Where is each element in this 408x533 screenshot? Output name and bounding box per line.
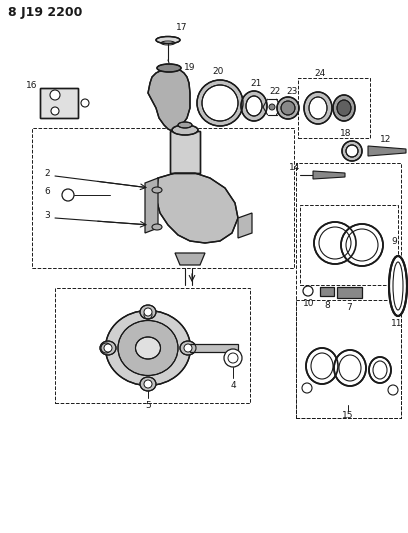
- Text: 6: 6: [44, 188, 50, 197]
- Bar: [55, 288, 250, 403]
- Ellipse shape: [389, 256, 407, 316]
- Text: 15: 15: [342, 410, 354, 419]
- Text: 2: 2: [44, 168, 50, 177]
- Ellipse shape: [197, 80, 243, 126]
- Text: 22: 22: [269, 86, 281, 95]
- Ellipse shape: [369, 357, 391, 383]
- Polygon shape: [368, 146, 406, 156]
- Ellipse shape: [304, 92, 332, 124]
- Ellipse shape: [277, 97, 299, 119]
- Ellipse shape: [156, 36, 180, 44]
- Circle shape: [224, 349, 242, 367]
- Text: 5: 5: [145, 400, 151, 409]
- Bar: [337, 287, 362, 298]
- Text: 16: 16: [26, 80, 38, 90]
- Polygon shape: [148, 69, 190, 131]
- Text: 11: 11: [391, 319, 403, 327]
- Ellipse shape: [346, 145, 358, 157]
- Bar: [298, 78, 370, 138]
- Ellipse shape: [306, 348, 338, 384]
- Ellipse shape: [341, 224, 383, 266]
- Ellipse shape: [202, 85, 238, 121]
- Circle shape: [62, 189, 74, 201]
- Ellipse shape: [269, 104, 275, 110]
- Ellipse shape: [101, 343, 111, 353]
- Ellipse shape: [157, 64, 181, 72]
- Ellipse shape: [118, 320, 178, 376]
- Ellipse shape: [152, 224, 162, 230]
- Circle shape: [144, 308, 152, 316]
- Circle shape: [51, 107, 59, 115]
- Text: 9: 9: [391, 237, 397, 246]
- Text: 3: 3: [44, 211, 50, 220]
- Text: 18: 18: [340, 128, 352, 138]
- Ellipse shape: [178, 122, 192, 128]
- Text: 8: 8: [324, 301, 330, 310]
- Ellipse shape: [152, 187, 162, 193]
- Bar: [296, 163, 401, 418]
- Text: 17: 17: [176, 23, 188, 33]
- Ellipse shape: [337, 100, 351, 116]
- Text: 8 J19 2200: 8 J19 2200: [8, 6, 82, 19]
- Polygon shape: [175, 253, 205, 265]
- Text: 13: 13: [324, 287, 336, 295]
- Ellipse shape: [393, 262, 403, 310]
- Bar: [320, 287, 334, 296]
- Bar: [40, 88, 78, 118]
- Ellipse shape: [281, 101, 295, 115]
- Polygon shape: [156, 173, 238, 243]
- Polygon shape: [145, 178, 158, 233]
- Text: 12: 12: [380, 134, 392, 143]
- Ellipse shape: [172, 125, 198, 135]
- Circle shape: [104, 344, 112, 352]
- Circle shape: [144, 380, 152, 388]
- Ellipse shape: [334, 350, 366, 386]
- Circle shape: [184, 344, 192, 352]
- Text: 7: 7: [346, 303, 352, 311]
- Circle shape: [303, 286, 313, 296]
- Polygon shape: [190, 344, 238, 352]
- Bar: [32, 128, 294, 268]
- Ellipse shape: [140, 305, 156, 319]
- Bar: [40, 88, 78, 118]
- Ellipse shape: [241, 91, 267, 121]
- Text: 24: 24: [315, 69, 326, 77]
- Text: 10: 10: [303, 298, 315, 308]
- Ellipse shape: [246, 96, 262, 116]
- Text: 14: 14: [289, 163, 301, 172]
- Text: 23: 23: [286, 87, 298, 96]
- Polygon shape: [238, 213, 252, 238]
- Circle shape: [50, 90, 60, 100]
- Ellipse shape: [106, 311, 191, 385]
- Text: 19: 19: [184, 63, 196, 72]
- Ellipse shape: [342, 141, 362, 161]
- Ellipse shape: [309, 97, 327, 119]
- Ellipse shape: [135, 337, 160, 359]
- Ellipse shape: [140, 377, 156, 391]
- Text: 21: 21: [251, 79, 262, 88]
- Bar: [170, 131, 200, 173]
- Text: 20: 20: [212, 67, 224, 76]
- Bar: [300, 205, 398, 285]
- Bar: [296, 300, 401, 418]
- Polygon shape: [313, 171, 345, 179]
- Text: 4: 4: [230, 382, 236, 391]
- Ellipse shape: [314, 222, 356, 264]
- Ellipse shape: [180, 341, 196, 355]
- Ellipse shape: [100, 341, 116, 355]
- Ellipse shape: [333, 95, 355, 121]
- Bar: [170, 131, 200, 173]
